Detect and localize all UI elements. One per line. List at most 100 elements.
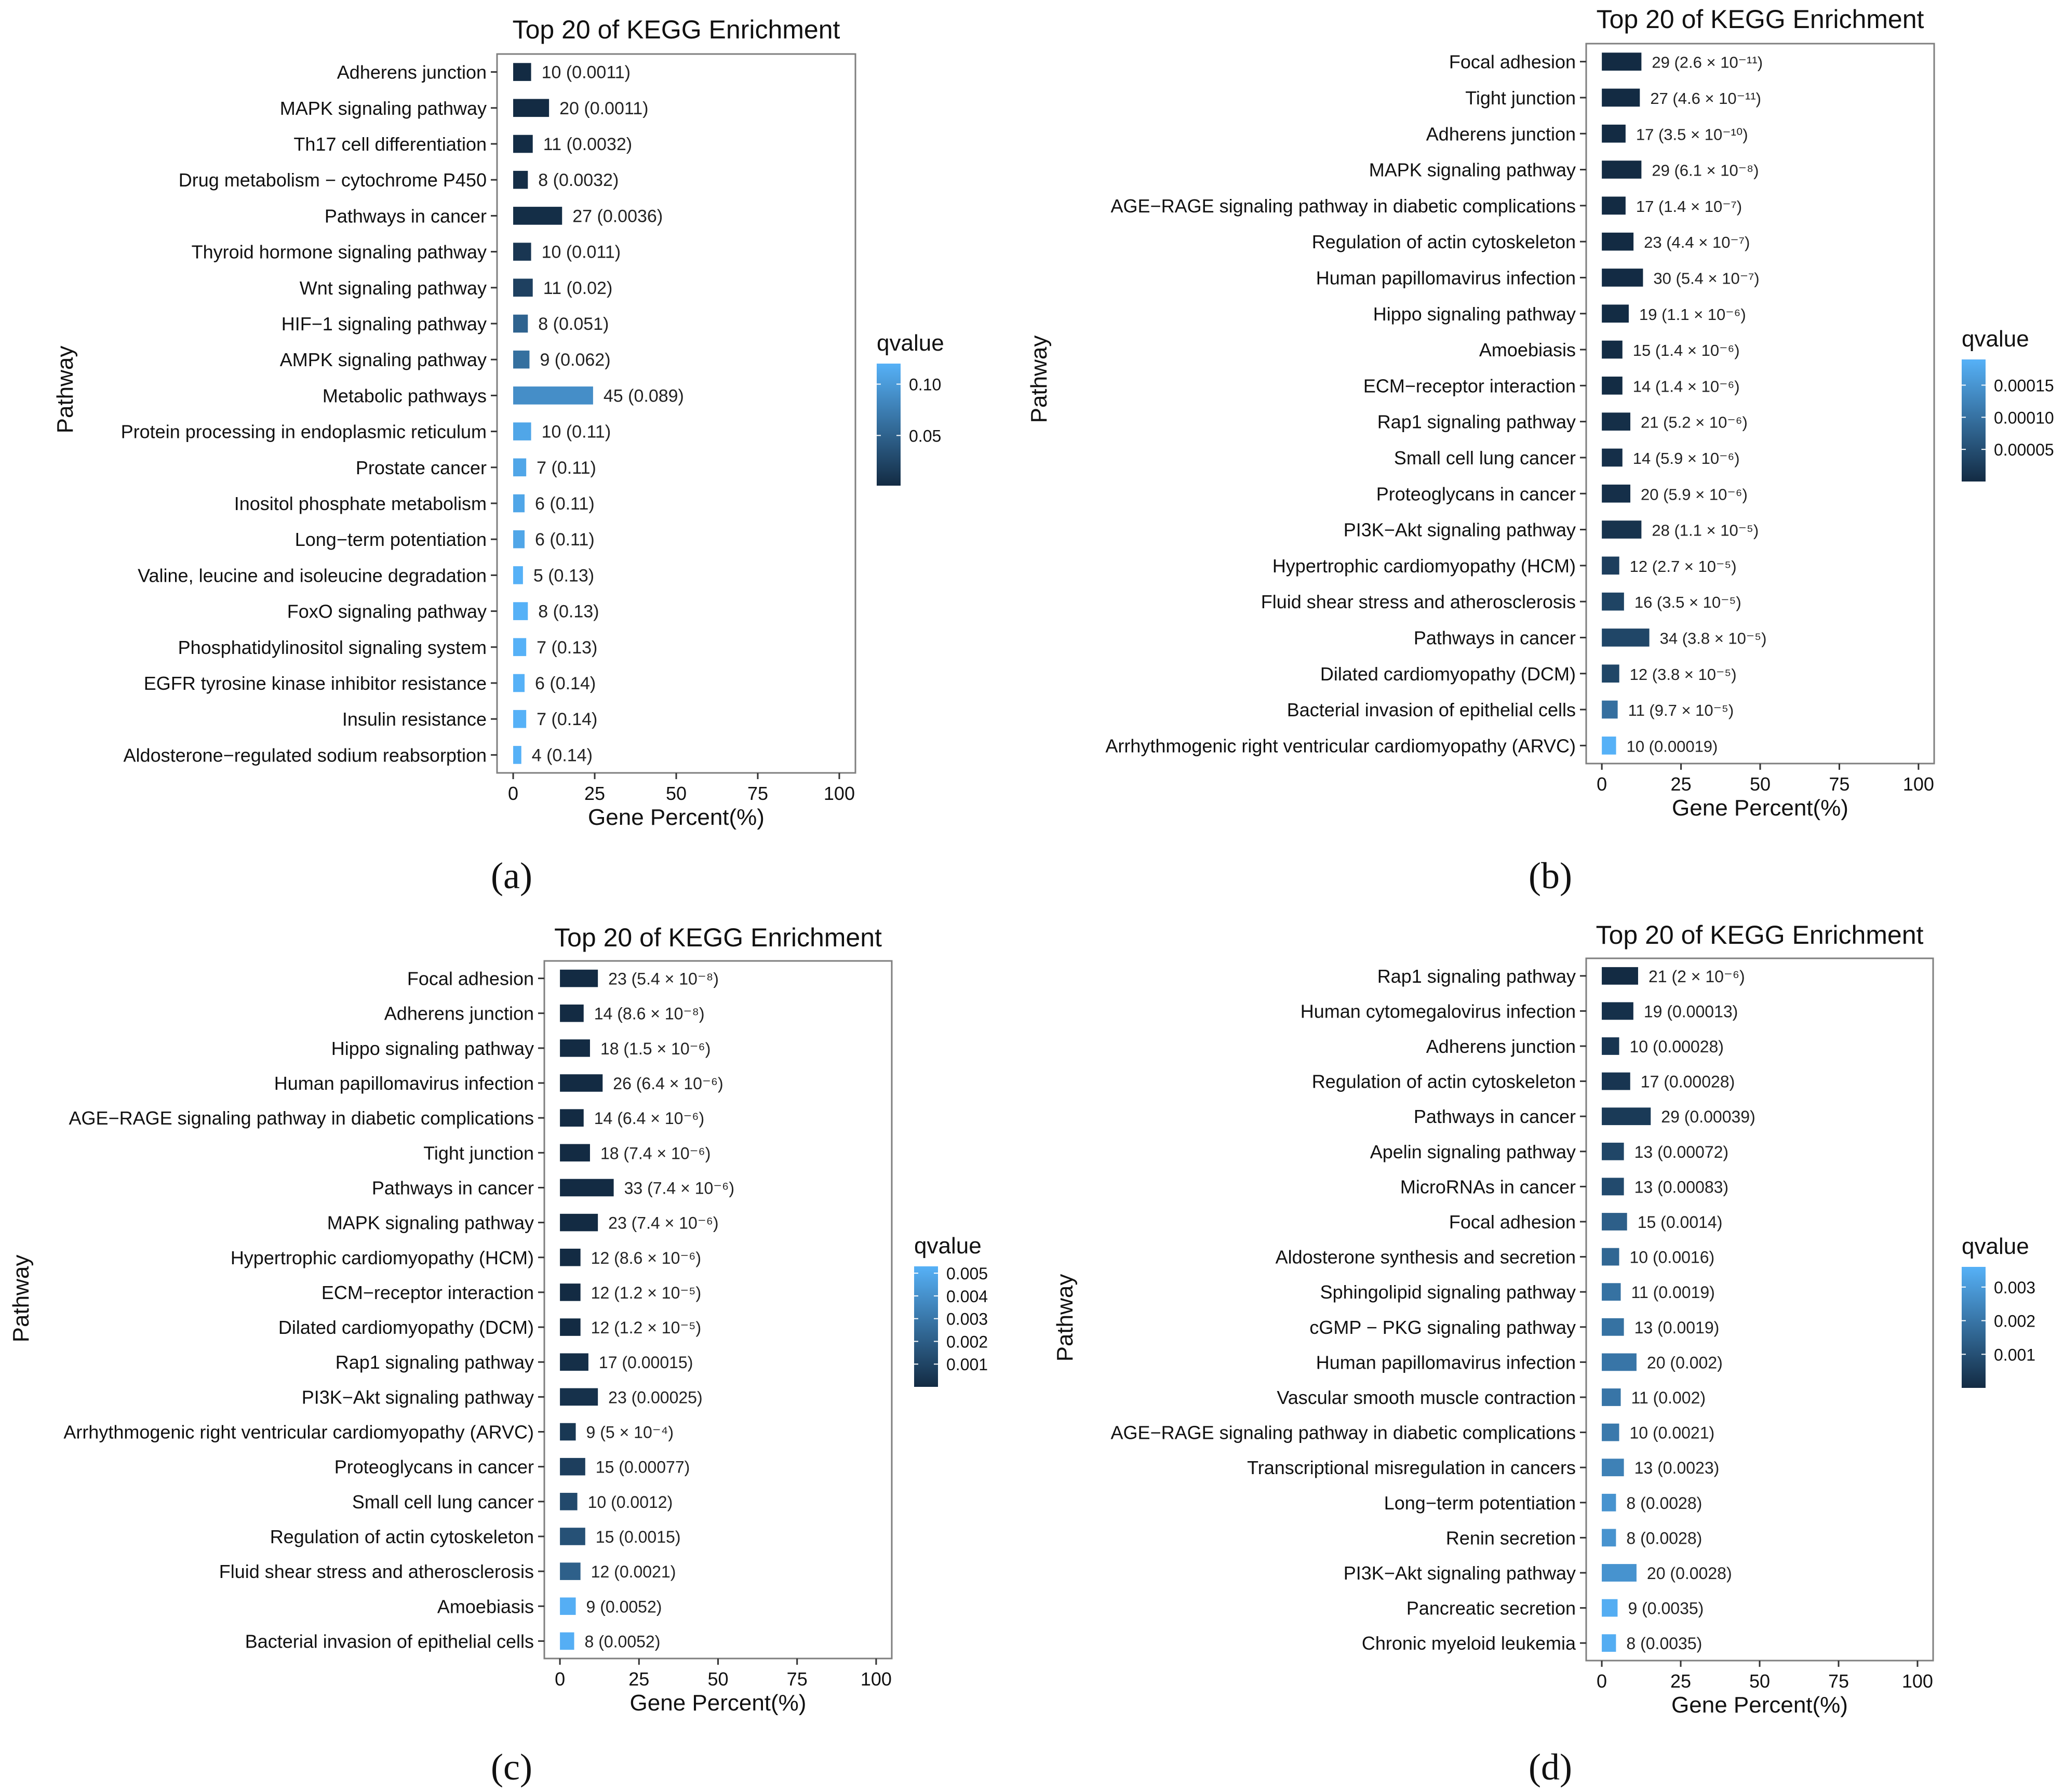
bar bbox=[560, 1632, 574, 1650]
data-label: 10 (0.0021) bbox=[1629, 1424, 1714, 1442]
bar bbox=[513, 746, 521, 764]
legend-tick-label: 0.003 bbox=[1994, 1278, 2035, 1297]
data-label: 11 (0.02) bbox=[543, 278, 613, 298]
bar bbox=[1602, 377, 1623, 395]
data-label: 29 (6.1 × 10⁻⁸) bbox=[1652, 162, 1759, 180]
y-axis-label: Pathway bbox=[8, 1255, 34, 1343]
data-label: 20 (5.9 × 10⁻⁶) bbox=[1641, 485, 1748, 503]
data-label: 16 (3.5 × 10⁻⁵) bbox=[1634, 593, 1741, 611]
bar bbox=[1602, 1248, 1619, 1266]
y-axis-label: Pathway bbox=[1052, 1274, 1078, 1362]
bar bbox=[1602, 967, 1638, 985]
y-tick-label: Regulation of actin cytoskeleton bbox=[270, 1526, 534, 1547]
chart-panel-3: Top 20 of KEGG Enrichment Focal adhesion 2… bbox=[8, 923, 988, 1788]
x-tick-label: 75 bbox=[1829, 773, 1849, 795]
y-tick-label: MicroRNAs in cancer bbox=[1400, 1176, 1576, 1197]
data-label: 7 (0.13) bbox=[537, 638, 597, 658]
y-tick-label: Pathways in cancer bbox=[1414, 627, 1576, 648]
y-tick-label: cGMP − PKG signaling pathway bbox=[1309, 1317, 1576, 1338]
x-tick-label: 0 bbox=[508, 783, 518, 804]
bar bbox=[1602, 269, 1643, 287]
y-tick-label: MAPK signaling pathway bbox=[280, 98, 487, 119]
bar bbox=[1602, 1564, 1637, 1582]
y-tick-label: MAPK signaling pathway bbox=[327, 1212, 534, 1234]
x-axis-label: Gene Percent(%) bbox=[1671, 1692, 1848, 1718]
data-label: 17 (3.5 × 10⁻¹⁰) bbox=[1636, 125, 1748, 143]
data-label: 21 (2 × 10⁻⁶) bbox=[1648, 967, 1745, 986]
y-tick-label: Hypertrophic cardiomyopathy (HCM) bbox=[231, 1247, 534, 1268]
y-tick-label: PI3K−Akt signaling pathway bbox=[1344, 1562, 1576, 1584]
bar bbox=[513, 99, 549, 117]
x-tick-label: 50 bbox=[1750, 773, 1771, 795]
bar bbox=[513, 674, 525, 692]
y-tick-label: Chronic myeloid leukemia bbox=[1362, 1633, 1576, 1654]
legend-tick-label: 0.003 bbox=[946, 1310, 988, 1329]
data-label: 15 (1.4 × 10⁻⁶) bbox=[1633, 341, 1740, 359]
bar bbox=[1602, 737, 1616, 755]
y-tick-label: Pathways in cancer bbox=[325, 205, 487, 226]
bar bbox=[560, 1597, 576, 1615]
data-label: 10 (0.11) bbox=[542, 422, 611, 442]
data-label: 13 (0.0023) bbox=[1634, 1459, 1720, 1477]
y-tick-label: Inositol phosphate metabolism bbox=[234, 493, 487, 514]
bar bbox=[1602, 1072, 1630, 1090]
x-tick-label: 100 bbox=[1902, 1670, 1933, 1692]
y-tick-label: Phosphatidylinositol signaling system bbox=[178, 637, 487, 658]
y-tick-label: Long−term potentiation bbox=[295, 529, 487, 550]
bar bbox=[513, 566, 523, 584]
y-axis-label: Pathway bbox=[52, 346, 78, 434]
bar bbox=[513, 207, 562, 225]
y-tick-label: Prostate cancer bbox=[356, 457, 487, 478]
y-tick-label: Pancreatic secretion bbox=[1406, 1598, 1576, 1619]
bar bbox=[1602, 1599, 1618, 1617]
y-tick-label: Small cell lung cancer bbox=[1394, 447, 1576, 469]
bar bbox=[560, 1388, 598, 1406]
data-label: 4 (0.14) bbox=[532, 745, 593, 765]
x-axis-label: Gene Percent(%) bbox=[630, 1690, 807, 1716]
legend-tick-label: 0.001 bbox=[1994, 1345, 2035, 1364]
y-tick-label: Aldosterone synthesis and secretion bbox=[1276, 1247, 1576, 1268]
bar bbox=[513, 494, 525, 513]
y-tick-label: Tight junction bbox=[423, 1142, 534, 1164]
x-tick-label: 100 bbox=[1903, 773, 1934, 795]
data-label: 28 (1.1 × 10⁻⁵) bbox=[1652, 521, 1759, 540]
x-tick-label: 100 bbox=[824, 783, 855, 804]
data-label: 20 (0.002) bbox=[1647, 1353, 1723, 1372]
bar bbox=[513, 314, 528, 333]
data-label: 11 (0.0019) bbox=[1631, 1283, 1715, 1302]
y-axis-label: Pathway bbox=[1026, 336, 1052, 423]
bar bbox=[560, 1283, 581, 1301]
bar bbox=[1602, 484, 1631, 503]
legend-tick-label: 0.00015 bbox=[1994, 376, 2054, 395]
x-tick-label: 25 bbox=[584, 783, 605, 804]
bar bbox=[1602, 1388, 1621, 1406]
bar bbox=[1602, 1107, 1651, 1126]
bar bbox=[1602, 232, 1634, 251]
y-tick-label: Small cell lung cancer bbox=[352, 1491, 534, 1513]
data-label: 17 (1.4 × 10⁻⁷) bbox=[1636, 197, 1742, 216]
y-tick-label: Arrhythmogenic right ventricular cardiom… bbox=[63, 1422, 534, 1443]
bar bbox=[1602, 161, 1642, 179]
data-label: 7 (0.14) bbox=[537, 710, 597, 729]
bar bbox=[1602, 1353, 1637, 1371]
bar bbox=[1602, 52, 1642, 71]
x-tick-label: 75 bbox=[747, 783, 768, 804]
y-tick-label: Wnt signaling pathway bbox=[300, 277, 487, 299]
bar bbox=[1602, 88, 1640, 107]
y-tick-label: Fluid shear stress and atherosclerosis bbox=[219, 1561, 534, 1582]
y-tick-label: Insulin resistance bbox=[342, 708, 487, 730]
data-label: 11 (9.7 × 10⁻⁵) bbox=[1628, 701, 1734, 719]
panel-caption: (b) bbox=[1529, 855, 1572, 897]
y-tick-label: Transcriptional misregulation in cancers bbox=[1247, 1457, 1576, 1478]
data-label: 33 (7.4 × 10⁻⁶) bbox=[624, 1179, 734, 1197]
legend-title: qvalue bbox=[1962, 326, 2029, 352]
y-tick-label: Rap1 signaling pathway bbox=[1377, 966, 1576, 987]
data-label: 8 (0.0028) bbox=[1626, 1529, 1702, 1547]
y-tick-label: Tight junction bbox=[1465, 87, 1576, 109]
data-label: 8 (0.0032) bbox=[538, 170, 619, 190]
bar bbox=[1602, 1318, 1624, 1336]
y-tick-label: Thyroid hormone signaling pathway bbox=[192, 242, 487, 263]
data-label: 12 (2.7 × 10⁻⁵) bbox=[1630, 557, 1737, 576]
legend-tick-label: 0.002 bbox=[1994, 1312, 2035, 1331]
bar bbox=[1602, 448, 1623, 467]
